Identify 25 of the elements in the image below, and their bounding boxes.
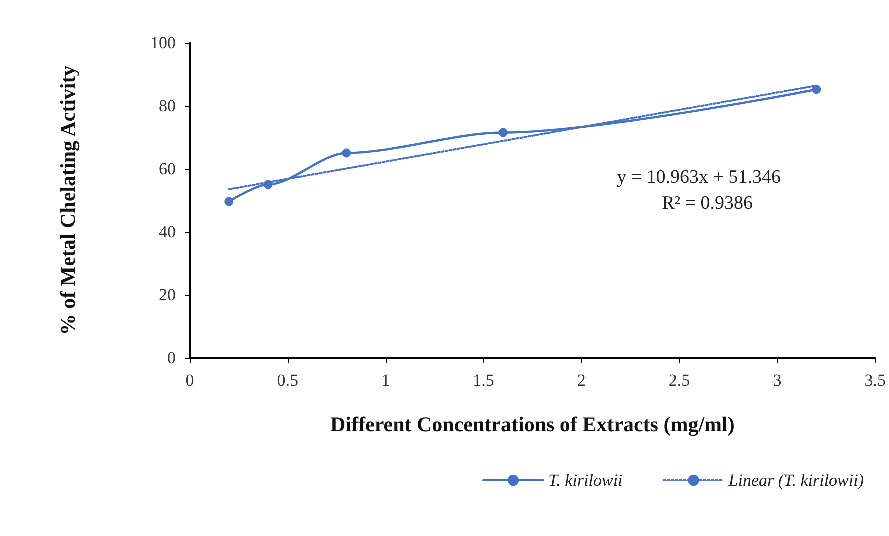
point (498, 128, 508, 138)
point (812, 85, 822, 94)
y-tick-label: 40 (159, 222, 176, 242)
x-tick-label: 1 (382, 371, 390, 390)
annotation: R² = 0.9386 (662, 193, 754, 214)
y-tick-label: 0 (168, 348, 176, 368)
y-tick-label: 20 (159, 286, 176, 304)
y-tick-label: 100 (150, 34, 176, 52)
y-tick-label: 80 (159, 96, 176, 116)
annotation: y = 10.963x + 51.346 (617, 167, 782, 188)
point (342, 148, 352, 158)
x-tick-label: 0.5 (277, 371, 299, 390)
legend-label: T. kirilowii (548, 471, 624, 490)
point (224, 197, 234, 206)
y-tick-label: 60 (159, 160, 176, 178)
point (264, 180, 273, 190)
legend-label: Linear (T. kirilowii) (728, 471, 864, 490)
x-tick-label: 0 (186, 371, 194, 390)
x-tick-label: 2.5 (668, 371, 690, 390)
y-axis-title: % of Metal Chelating Activity (56, 65, 80, 336)
x-tick-label: 1.5 (473, 371, 494, 390)
x-axis-title: Different Concentrations of Extracts (mg/ml) (330, 412, 735, 436)
x-tick-label: 2 (577, 371, 586, 390)
x-tick-label: 3.5 (864, 371, 886, 390)
x-tick-label: 3 (773, 371, 782, 390)
